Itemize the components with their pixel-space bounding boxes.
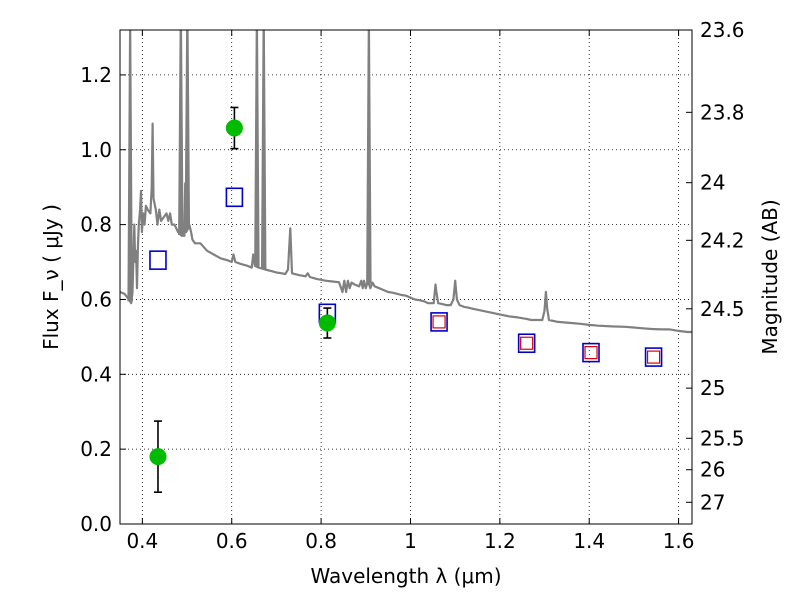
y-tick-label: 0.2 bbox=[80, 437, 112, 461]
y-tick-label: 0.8 bbox=[80, 213, 112, 237]
model-point-blue bbox=[644, 347, 663, 367]
observed-point bbox=[149, 448, 167, 466]
x-tick-label: 0.8 bbox=[305, 529, 337, 553]
model-point-blue bbox=[517, 333, 536, 354]
grid-lines bbox=[120, 30, 692, 525]
model-point-blue bbox=[430, 312, 448, 332]
y2-tick-label: 27 bbox=[700, 490, 725, 514]
emission-lines bbox=[127, 30, 372, 302]
y-tick-label: 1.2 bbox=[80, 63, 112, 87]
tick-labels: 0.4 0.6 0.8 1 1.2 1.4 1.6 0.0 0.2 0.4 0.6 0.8 1.0 1.2… bbox=[80, 18, 744, 553]
model-point-red bbox=[432, 315, 446, 329]
x-tick-label: 0.4 bbox=[126, 529, 158, 553]
x-tick-label: 1.6 bbox=[663, 529, 695, 553]
observed-point bbox=[318, 314, 336, 332]
y2-tick-label: 25 bbox=[700, 376, 725, 400]
emission-line bbox=[178, 30, 184, 235]
y2-tick-label: 24.2 bbox=[700, 228, 745, 252]
axis-ticks bbox=[120, 29, 692, 525]
data-markers bbox=[149, 106, 663, 493]
x-tick-label: 0.6 bbox=[216, 529, 248, 553]
x-tick-label: 1.2 bbox=[484, 529, 516, 553]
model-point-blue bbox=[225, 187, 244, 208]
spectrum-line bbox=[120, 122, 692, 334]
emission-line bbox=[127, 30, 133, 302]
emission-line bbox=[366, 30, 372, 284]
y-axis-label: Flux F_ν ( μJy ) bbox=[39, 204, 63, 350]
emission-line bbox=[260, 30, 267, 270]
plot-frame bbox=[119, 29, 693, 525]
y2-tick-label: 23.8 bbox=[700, 100, 745, 124]
y-tick-label: 0.6 bbox=[80, 287, 112, 311]
model-point-red bbox=[646, 350, 661, 364]
model-point-red bbox=[584, 345, 598, 360]
y2-tick-label: 26 bbox=[700, 458, 725, 482]
emission-line bbox=[184, 30, 191, 230]
y2-tick-label: 23.6 bbox=[700, 18, 745, 42]
y2-tick-label: 24 bbox=[700, 171, 725, 195]
y2-tick-label: 24.5 bbox=[700, 297, 745, 321]
y-tick-label: 1.0 bbox=[80, 138, 112, 162]
x-tick-label: 1.4 bbox=[573, 529, 605, 553]
emission-line bbox=[254, 30, 260, 267]
plot-content bbox=[120, 30, 692, 334]
y-tick-label: 0.0 bbox=[80, 512, 112, 536]
model-point-blue bbox=[582, 342, 600, 363]
observed-point bbox=[225, 119, 243, 137]
model-point-blue bbox=[149, 250, 167, 270]
y-tick-label: 0.4 bbox=[80, 362, 112, 386]
x-tick-label: 1 bbox=[404, 529, 417, 553]
y2-tick-label: 25.5 bbox=[700, 426, 745, 450]
x-axis-label: Wavelength λ (μm) bbox=[310, 564, 501, 588]
y2-axis-label: Magnitude (AB) bbox=[758, 199, 782, 354]
model-point-red bbox=[520, 336, 534, 350]
